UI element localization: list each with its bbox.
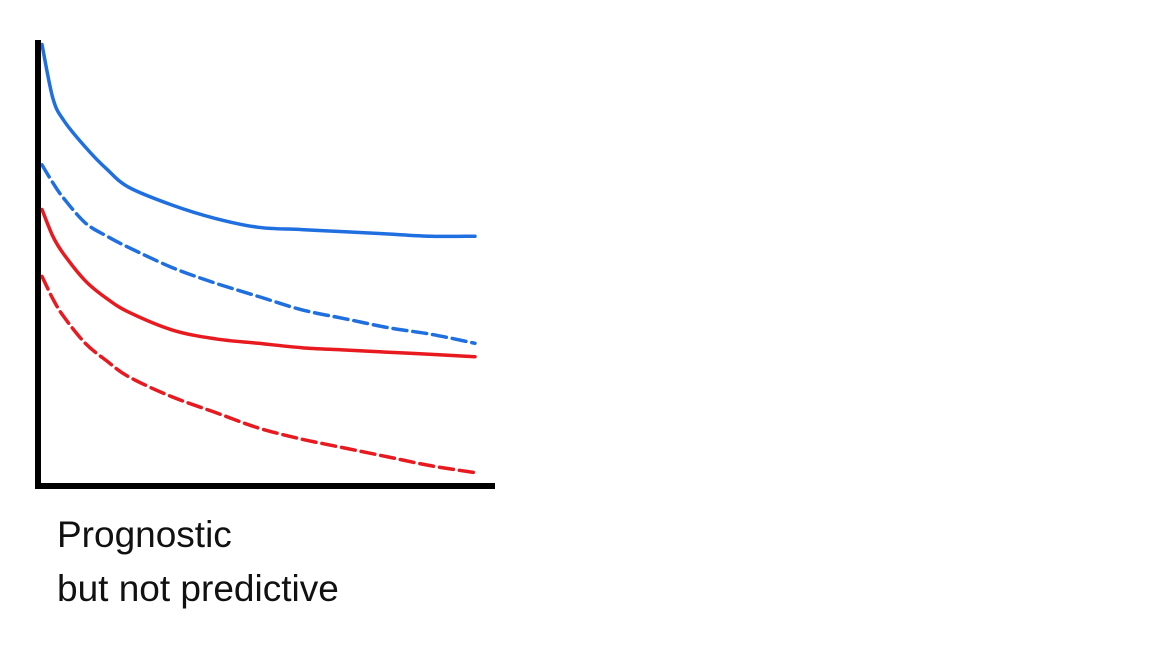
series-line-1-blue-solid: [40, 42, 477, 239]
caption-line-2: but not predictive: [57, 568, 339, 609]
caption-line-1: Prognostic: [57, 514, 232, 555]
series-layer: [40, 42, 477, 475]
series-line-4-red-dashed: [40, 274, 477, 475]
series-line-3-red-solid: [40, 207, 477, 359]
series-line-2-blue-dashed: [40, 163, 477, 346]
chart-caption: Prognostic but not predictive: [57, 508, 339, 616]
